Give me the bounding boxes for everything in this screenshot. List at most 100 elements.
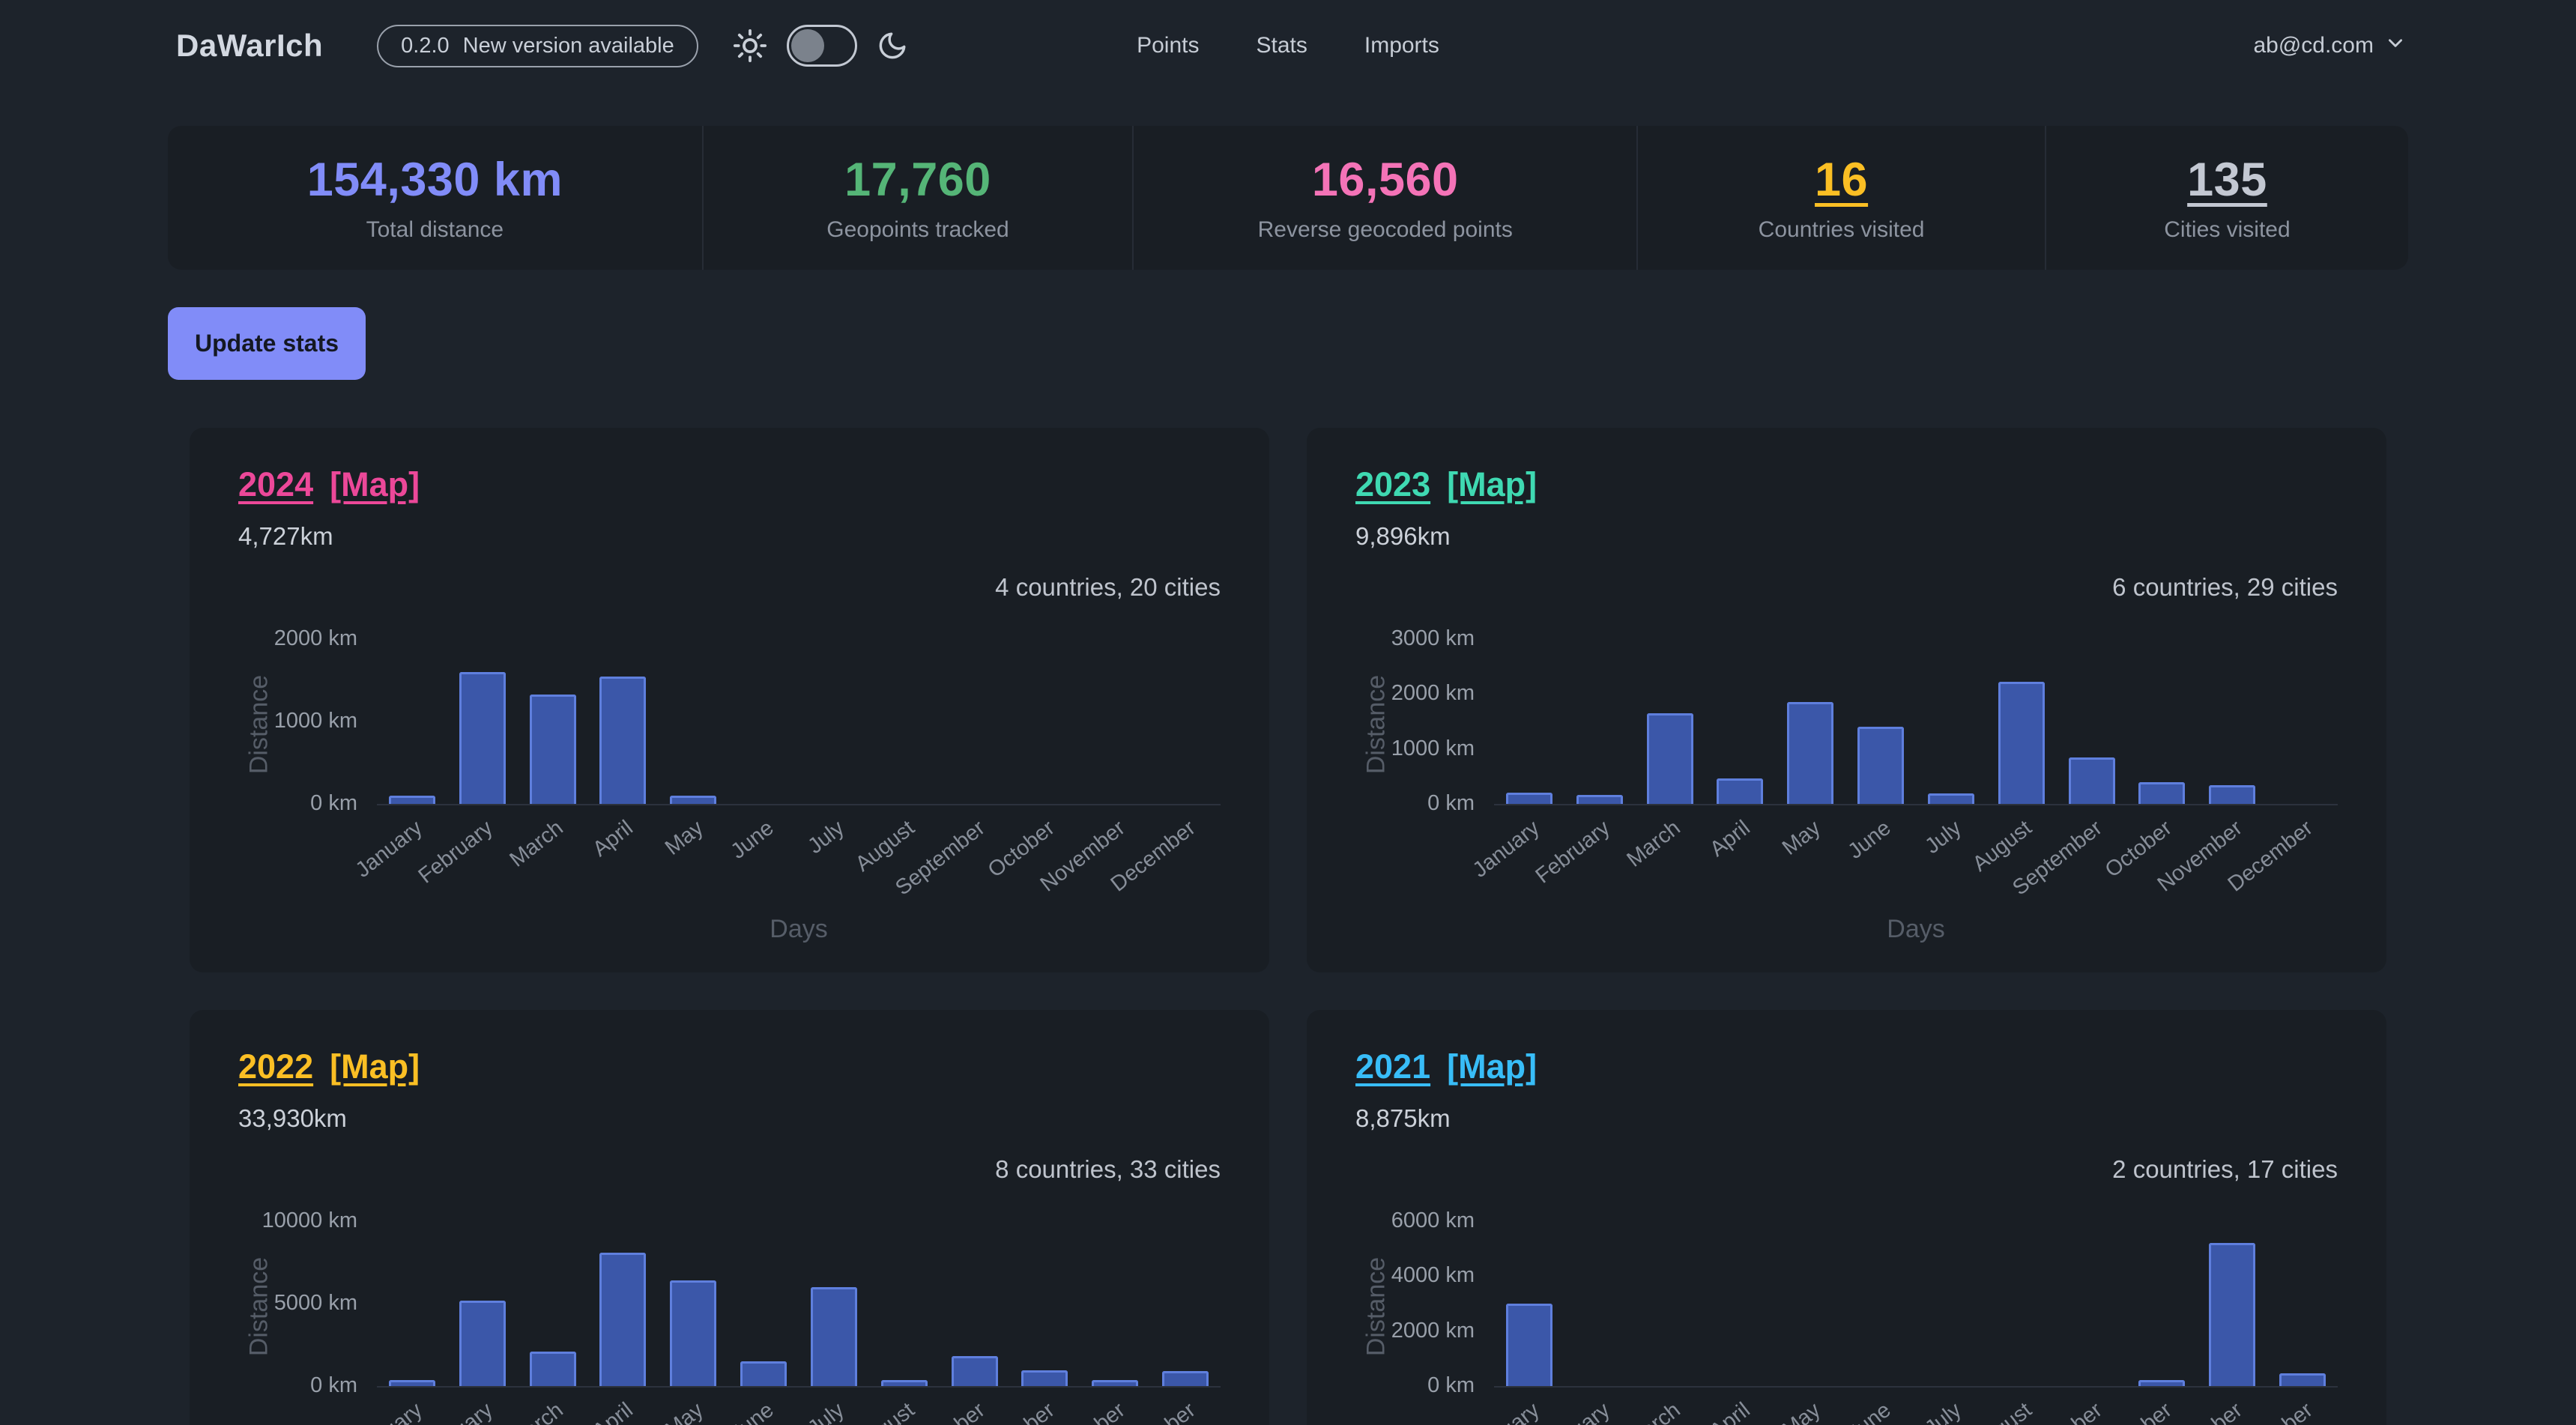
year-link-2022[interactable]: 2022 <box>238 1047 314 1086</box>
stat-countries-visited-value[interactable]: 16 <box>1815 154 1869 206</box>
stats-summary-row: 154,330 km Total distance 17,760 Geopoin… <box>168 126 2408 270</box>
year-link-2024[interactable]: 2024 <box>238 465 314 503</box>
bar <box>1505 792 1552 804</box>
y-tick-label: 10000 km <box>261 1208 357 1232</box>
bar-slot <box>447 641 518 804</box>
bar-slot <box>587 641 658 804</box>
sun-icon <box>733 28 767 63</box>
x-tick-label: January <box>351 816 427 883</box>
card-title-row: 2023 [Map] <box>1355 465 2338 504</box>
nav-link-stats[interactable]: Stats <box>1256 33 1307 58</box>
user-email: ab@cd.com <box>2253 33 2374 58</box>
x-tick-label: January <box>351 1398 428 1425</box>
x-tick-label: October <box>984 1398 1060 1425</box>
bar-slot <box>2267 1223 2338 1386</box>
year-distance: 9,896km <box>1355 522 1451 550</box>
version-number: 0.2.0 <box>401 33 450 58</box>
bar-row <box>1494 641 2338 804</box>
version-badge[interactable]: 0.2.0 New version available <box>377 24 698 67</box>
x-tick-label: June <box>726 1398 778 1425</box>
stat-cities-visited: 135 Cities visited <box>2044 126 2408 270</box>
x-tick-label: June <box>1843 1398 1896 1425</box>
stat-geopoints-value: 17,760 <box>844 154 991 206</box>
bar <box>599 676 647 804</box>
year-card-2024: 2024 [Map] 4,727km 4 countries, 20 citie… <box>190 428 1269 972</box>
stat-geopoints: 17,760 Geopoints tracked <box>701 126 1133 270</box>
bar <box>529 694 576 804</box>
bar-slot <box>1986 641 2057 804</box>
bar-slot <box>1845 641 1916 804</box>
bar-slot <box>658 1223 728 1386</box>
year-cards-grid: 2024 [Map] 4,727km 4 countries, 20 citie… <box>190 428 2386 1425</box>
bar <box>2138 782 2186 804</box>
bar-slot <box>1705 1223 1775 1386</box>
year-summary: 8 countries, 33 cities <box>995 1155 1221 1183</box>
bar-row <box>377 1223 1221 1386</box>
year-link-2021[interactable]: 2021 <box>1355 1047 1431 1086</box>
bar-slot <box>1845 1223 1916 1386</box>
year-card-2022: 2022 [Map] 33,930km 8 countries, 33 citi… <box>190 1010 1269 1425</box>
theme-toggle[interactable] <box>786 25 857 67</box>
bar-slot <box>1916 1223 1986 1386</box>
x-tick-label: May <box>661 816 708 860</box>
distance-bar-chart-2024: Distance 0 km 1000 km 2000 km January Febru… <box>238 626 1221 944</box>
version-note: New version available <box>462 33 674 58</box>
x-tick-label: February <box>1531 1398 1615 1425</box>
bar-slot <box>869 641 940 804</box>
update-stats-button[interactable]: Update stats <box>168 307 366 380</box>
nav-link-imports[interactable]: Imports <box>1364 33 1439 58</box>
bar <box>1505 1304 1552 1386</box>
x-tick-label: February <box>414 1398 498 1425</box>
bar-slot <box>940 1223 1010 1386</box>
y-tick-label: 3000 km <box>1391 626 1475 650</box>
x-axis-title: Days <box>770 915 828 943</box>
bar-slot <box>518 1223 588 1386</box>
x-tick-label: July <box>1920 816 1966 859</box>
bar-slot <box>2197 641 2267 804</box>
year-card-2023: 2023 [Map] 9,896km 6 countries, 29 citie… <box>1307 428 2386 972</box>
x-tick-label: October <box>2101 1398 2177 1425</box>
stat-total-distance: 154,330 km Total distance <box>168 126 702 270</box>
bar <box>388 796 435 804</box>
theme-toggle-knob[interactable] <box>790 29 824 62</box>
map-link-2024[interactable]: [Map] <box>330 465 420 503</box>
bar <box>1857 727 1905 804</box>
bar <box>1998 682 2045 804</box>
bar <box>740 1361 787 1386</box>
x-tick-label: April <box>1705 1398 1756 1425</box>
nav-link-points[interactable]: Points <box>1137 33 1200 58</box>
bar <box>2279 1373 2326 1386</box>
bar-slot <box>1009 641 1080 804</box>
map-link-2021[interactable]: [Map] <box>1447 1047 1538 1086</box>
bar-slot <box>658 641 728 804</box>
stat-cities-visited-value[interactable]: 135 <box>2187 154 2267 206</box>
bar-row <box>377 641 1221 804</box>
bar-slot <box>1635 641 1705 804</box>
bar-slot <box>377 641 447 804</box>
y-axis-title: Distance <box>244 1256 273 1357</box>
card-title-row: 2021 [Map] <box>1355 1047 2338 1086</box>
year-link-2023[interactable]: 2023 <box>1355 465 1431 503</box>
bar-slot <box>1080 641 1150 804</box>
bar <box>1576 794 1623 804</box>
bar-slot <box>1705 641 1775 804</box>
chart-plot-area: 0 km 1000 km 2000 km 3000 km <box>1391 626 2338 815</box>
main-nav: Points Stats Imports <box>1137 33 1439 58</box>
y-tick-label: 2000 km <box>273 626 357 650</box>
user-menu[interactable]: ab@cd.com <box>2253 33 2405 58</box>
x-tick-label: March <box>1622 816 1685 872</box>
map-link-2022[interactable]: [Map] <box>330 1047 420 1086</box>
map-link-2023[interactable]: [Map] <box>1447 465 1538 503</box>
bar <box>459 1300 506 1386</box>
y-tick-label: 4000 km <box>1391 1263 1475 1288</box>
year-summary: 6 countries, 29 cities <box>2112 573 2338 601</box>
bar-slot <box>940 641 1010 804</box>
year-card-2021: 2021 [Map] 8,875km 2 countries, 17 citie… <box>1307 1010 2386 1425</box>
x-tick-label: March <box>505 816 568 872</box>
y-axis-title: Distance <box>1361 674 1391 775</box>
bar <box>2138 1380 2186 1386</box>
bar-slot <box>587 1223 658 1386</box>
stat-total-distance-label: Total distance <box>366 217 504 242</box>
chart-month-labels: JanuaryFebruaryMarchAprilMayJuneJulyAugu… <box>1469 1388 2338 1425</box>
